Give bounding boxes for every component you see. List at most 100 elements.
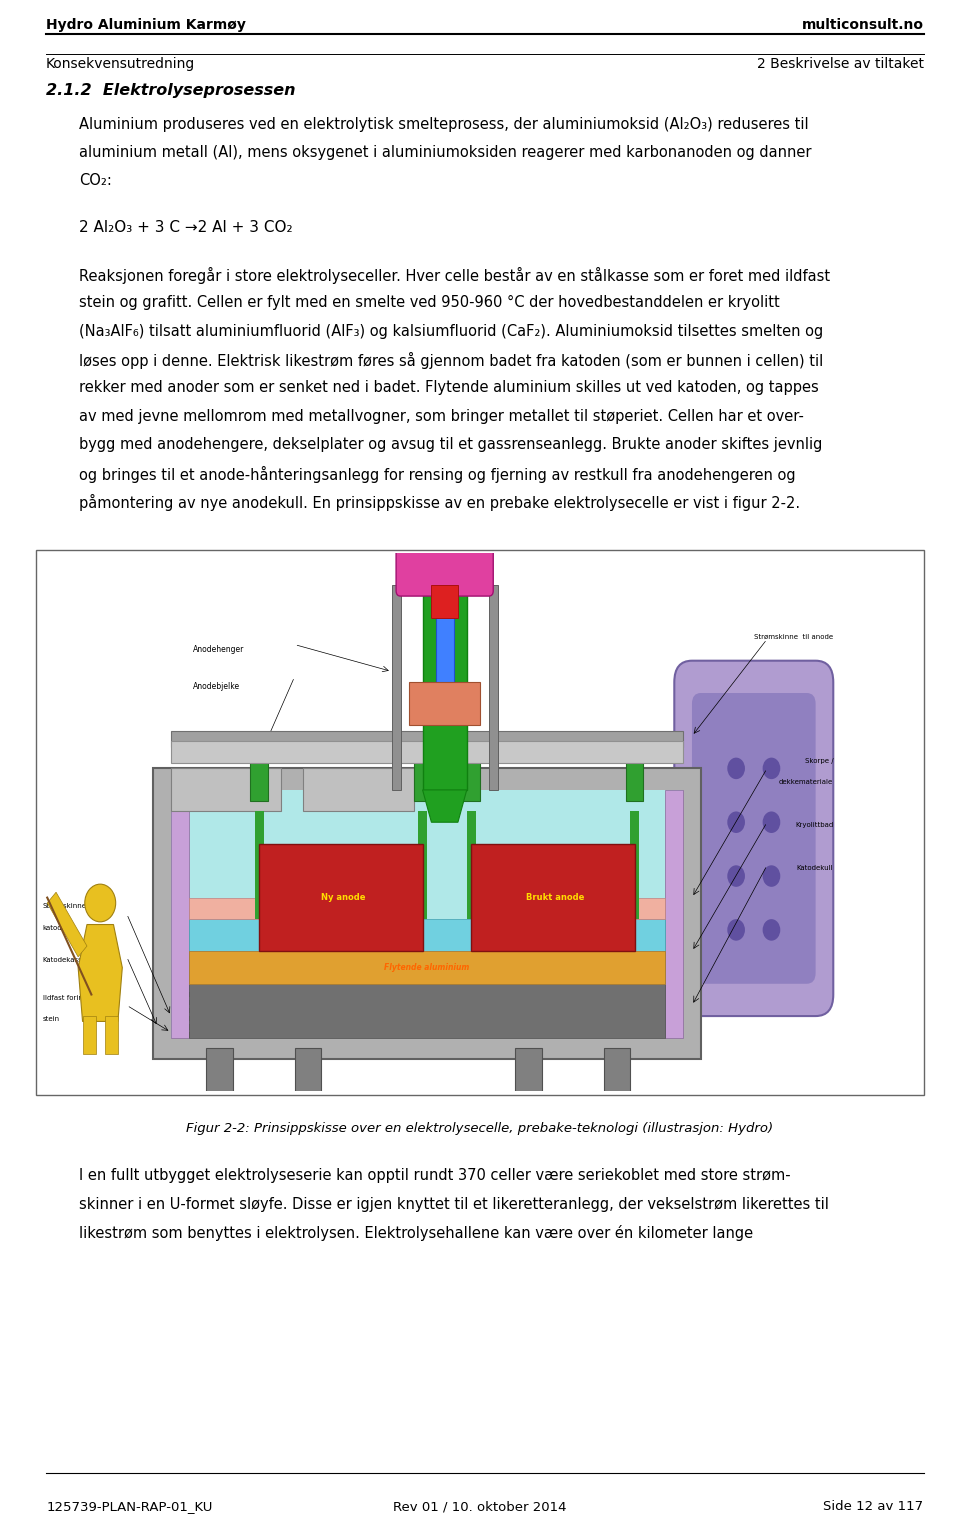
Circle shape — [762, 865, 780, 887]
FancyBboxPatch shape — [692, 693, 816, 983]
Text: dekkemateriale: dekkemateriale — [779, 779, 833, 785]
Polygon shape — [78, 925, 122, 1022]
Text: Brukt anode: Brukt anode — [526, 893, 585, 902]
Text: påmontering av nye anodekull. En prinsippskisse av en prebake elektrolysecelle e: påmontering av nye anodekull. En prinsip… — [79, 494, 800, 511]
Bar — [626, 736, 643, 801]
Bar — [171, 730, 684, 747]
Text: 125739-PLAN-RAP-01_KU: 125739-PLAN-RAP-01_KU — [46, 1500, 212, 1513]
FancyBboxPatch shape — [674, 661, 833, 1016]
Bar — [630, 811, 639, 919]
Bar — [171, 790, 684, 1037]
Bar — [463, 736, 643, 758]
Text: løses opp i denne. Elektrisk likestrøm føres så gjennom badet fra katoden (som e: løses opp i denne. Elektrisk likestrøm f… — [79, 351, 823, 370]
Text: Ny anode: Ny anode — [321, 893, 366, 902]
Bar — [259, 844, 422, 951]
Text: Rev 01 / 10. oktober 2014: Rev 01 / 10. oktober 2014 — [394, 1500, 566, 1513]
Circle shape — [728, 865, 745, 887]
Bar — [188, 1000, 665, 1005]
Text: stein og grafitt. Cellen er fylt med en smelte ved 950-960 °C der hovedbestandde: stein og grafitt. Cellen er fylt med en … — [79, 295, 780, 310]
Bar — [188, 919, 665, 983]
Bar — [171, 790, 188, 1037]
Text: stein: stein — [43, 1016, 60, 1022]
Bar — [83, 1016, 96, 1054]
Bar — [188, 983, 665, 1037]
Bar — [665, 790, 684, 1037]
Text: 2 Beskrivelse av tiltaket: 2 Beskrivelse av tiltaket — [756, 57, 924, 71]
Bar — [414, 736, 431, 801]
Text: Flytende aluminium: Flytende aluminium — [384, 963, 469, 973]
Text: likestrøm som benyttes i elektrolysen. Elektrolysehallene kan være over én kilom: likestrøm som benyttes i elektrolysen. E… — [79, 1224, 753, 1241]
FancyBboxPatch shape — [396, 505, 493, 597]
Text: Anodebjelke: Anodebjelke — [193, 683, 240, 692]
Text: katode: katode — [43, 925, 66, 931]
Bar — [105, 1016, 118, 1054]
Bar — [254, 811, 264, 919]
Text: 2 Al₂O₃ + 3 C →2 Al + 3 CO₂: 2 Al₂O₃ + 3 C →2 Al + 3 CO₂ — [79, 219, 293, 235]
Bar — [251, 736, 268, 801]
Text: Anodehenger: Anodehenger — [193, 644, 245, 653]
Bar — [188, 1008, 665, 1014]
Text: CO₂:: CO₂: — [79, 173, 111, 189]
Bar — [188, 1032, 665, 1037]
Text: Skorpe /: Skorpe / — [804, 758, 833, 764]
Bar — [409, 683, 480, 726]
Bar — [604, 1048, 630, 1103]
Text: (Na₃AlF₆) tilsatt aluminiumfluorid (AlF₃) og kalsiumfluorid (CaF₂). Aluminiumoks: (Na₃AlF₆) tilsatt aluminiumfluorid (AlF₃… — [79, 324, 823, 339]
Text: rekker med anoder som er senket ned i badet. Flytende aluminium skilles ut ved k: rekker med anoder som er senket ned i ba… — [79, 380, 819, 396]
Bar — [154, 769, 701, 1058]
Bar — [467, 811, 475, 919]
Text: Konsekvensutredning: Konsekvensutredning — [46, 57, 195, 71]
Bar — [188, 1103, 665, 1114]
Text: Aluminium produseres ved en elektrolytisk smelteprosess, der aluminiumoksid (Al₂: Aluminium produseres ved en elektrolytis… — [79, 117, 808, 132]
Text: Strømskinne,: Strømskinne, — [43, 904, 89, 910]
Circle shape — [728, 811, 745, 833]
FancyBboxPatch shape — [36, 549, 924, 1094]
Bar — [188, 1025, 665, 1029]
Text: Figur 2-2: Prinsippskisse over en elektrolysecelle, prebake-teknologi (illustras: Figur 2-2: Prinsippskisse over en elektr… — [186, 1121, 774, 1135]
Bar — [392, 586, 400, 790]
Text: Ildfast forings-: Ildfast forings- — [43, 994, 93, 1000]
Bar — [463, 736, 480, 801]
Bar — [206, 1048, 232, 1103]
Text: aluminium metall (Al), mens oksygenet i aluminiumoksiden reagerer med karbonanod: aluminium metall (Al), mens oksygenet i … — [79, 146, 811, 160]
Bar — [436, 591, 453, 698]
Text: Strømskinne  til anode: Strømskinne til anode — [755, 634, 833, 640]
Polygon shape — [47, 893, 87, 957]
Bar — [295, 1048, 321, 1103]
Text: bygg med anodehengere, dekselplater og avsug til et gassrenseanlegg. Brukte anod: bygg med anodehengere, dekselplater og a… — [79, 437, 822, 453]
Bar — [251, 736, 431, 758]
Text: Hydro Aluminium Karmøy: Hydro Aluminium Karmøy — [46, 18, 246, 32]
Bar — [303, 769, 414, 811]
Bar — [188, 897, 276, 919]
Bar — [171, 769, 281, 811]
Text: I en fullt utbygget elektrolyseserie kan opptil rundt 370 celler være seriekoble: I en fullt utbygget elektrolyseserie kan… — [79, 1167, 790, 1183]
Text: multiconsult.no: multiconsult.no — [802, 18, 924, 32]
Circle shape — [728, 758, 745, 779]
Polygon shape — [422, 790, 467, 822]
Bar — [171, 741, 684, 762]
Bar — [471, 844, 635, 951]
Bar — [188, 951, 665, 983]
Circle shape — [762, 758, 780, 779]
Text: Kryolittbad: Kryolittbad — [795, 822, 833, 828]
Text: skinner i en U-formet sløyfe. Disse er igjen knyttet til et likeretteranlegg, de: skinner i en U-formet sløyfe. Disse er i… — [79, 1197, 828, 1212]
Circle shape — [84, 884, 116, 922]
Bar — [431, 586, 458, 618]
Bar — [489, 586, 497, 790]
Text: Reaksjonen foregår i store elektrolyseceller. Hver celle består av en stålkasse : Reaksjonen foregår i store elektrolysece… — [79, 267, 829, 284]
Text: Side 12 av 117: Side 12 av 117 — [824, 1500, 924, 1513]
Text: av med jevne mellomrom med metallvogner, som bringer metallet til støperiet. Cel: av med jevne mellomrom med metallvogner,… — [79, 408, 804, 423]
Circle shape — [762, 919, 780, 940]
Text: Celledeksel: Celledeksel — [193, 736, 237, 746]
Circle shape — [728, 919, 745, 940]
Bar — [188, 992, 665, 997]
Bar — [577, 897, 665, 919]
Bar — [422, 548, 467, 790]
Circle shape — [762, 811, 780, 833]
Bar — [188, 1016, 665, 1022]
Text: Katodekull: Katodekull — [797, 865, 833, 871]
Text: Katodekasse: Katodekasse — [43, 957, 86, 963]
Text: og bringes til et anode-hånteringsanlegg for rensing og fjerning av restkull fra: og bringes til et anode-hånteringsanlegg… — [79, 465, 795, 483]
Bar — [419, 811, 427, 919]
Bar — [516, 1048, 541, 1103]
